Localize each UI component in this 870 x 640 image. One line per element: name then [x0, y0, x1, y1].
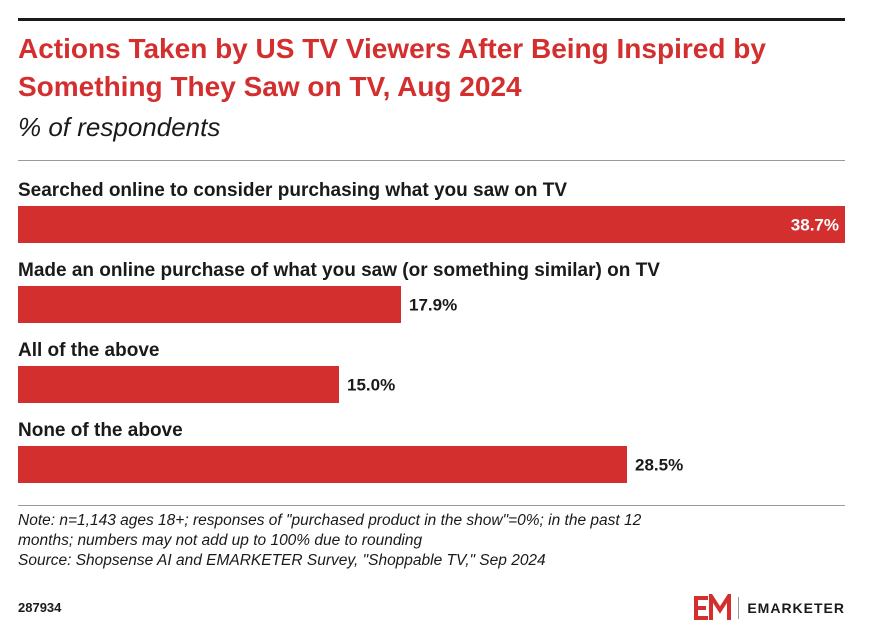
- value-label: 17.9%: [409, 296, 457, 315]
- bar-chart-svg: Searched online to consider purchasing w…: [18, 180, 845, 483]
- category-label: All of the above: [18, 340, 159, 361]
- category-label: None of the above: [18, 420, 183, 441]
- bar: [18, 446, 627, 483]
- brand-name: EMARKETER: [747, 600, 845, 616]
- bar: [18, 206, 845, 243]
- value-label: 28.5%: [635, 456, 683, 475]
- chart-frame: Actions Taken by US TV Viewers After Bei…: [18, 0, 845, 640]
- category-label: Made an online purchase of what you saw …: [18, 260, 660, 281]
- bar: [18, 286, 401, 323]
- brand-block: EMARKETER: [694, 593, 845, 623]
- note-line-2: months; numbers may not add up to 100% d…: [18, 532, 423, 549]
- source-line: Source: Shopsense AI and EMARKETER Surve…: [18, 552, 546, 569]
- value-label: 38.7%: [791, 216, 839, 235]
- divider-top: [18, 160, 845, 161]
- chart-subtitle: % of respondents: [18, 112, 221, 142]
- chart-id: 287934: [18, 600, 62, 615]
- chart-title: Actions Taken by US TV Viewers After Bei…: [18, 33, 766, 102]
- note-line-1: Note: n=1,143 ages 18+; responses of "pu…: [18, 512, 642, 529]
- category-label: Searched online to consider purchasing w…: [18, 180, 567, 201]
- emarketer-logo-icon: [694, 594, 732, 620]
- footnote: Note: n=1,143 ages 18+; responses of "pu…: [18, 511, 845, 571]
- top-rule: [18, 18, 845, 21]
- divider-bottom: [18, 505, 845, 506]
- value-label: 15.0%: [347, 376, 395, 395]
- bar: [18, 366, 339, 403]
- brand-separator: [738, 597, 740, 619]
- bar-chart: Searched online to consider purchasing w…: [18, 170, 845, 490]
